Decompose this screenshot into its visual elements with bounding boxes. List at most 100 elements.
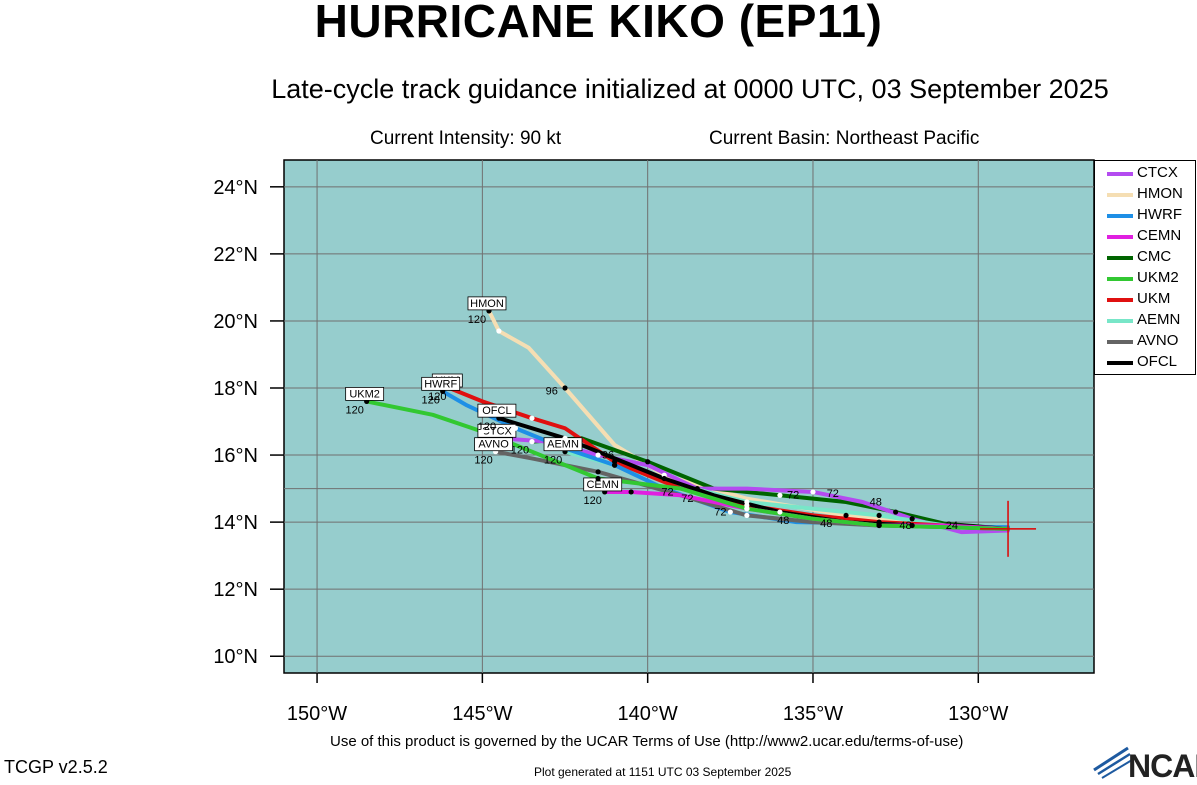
model-label-box (477, 403, 517, 418)
forecast-hour-label: 120 (474, 455, 492, 467)
legend-item-ukm: UKM (1101, 290, 1195, 310)
model-label: HWRF (424, 378, 457, 390)
forecast-hour-label: 120 (422, 394, 440, 406)
legend-item-cmc: CMC (1101, 248, 1195, 268)
lon-tick-label: 135°W (783, 703, 843, 725)
lat-tick-label: 18°N (213, 378, 258, 400)
model-label: HMON (470, 298, 504, 310)
current-basin: Current Basin: Northeast Pacific (709, 128, 980, 149)
legend-label: AEMN (1137, 311, 1181, 328)
legend-item-aemn: AEMN (1101, 311, 1195, 331)
forecast-hour-label: 48 (899, 520, 911, 532)
track-point (562, 435, 568, 441)
page-title: HURRICANE KIKO (EP11) (314, 0, 883, 47)
track-point (595, 475, 601, 482)
current-intensity: Current Intensity: 90 kt (370, 128, 562, 149)
track-point (876, 512, 882, 519)
forecast-hour-label: 96 (546, 386, 558, 398)
legend-label: CMC (1137, 248, 1172, 265)
legend-item-ofcl: OFCL (1101, 353, 1195, 373)
lat-tick-label: 14°N (213, 512, 258, 534)
legend-swatch (1107, 277, 1133, 281)
lat-tick-label: 20°N (213, 311, 258, 333)
forecast-hour-label: 72 (827, 488, 839, 500)
track-point (909, 516, 915, 522)
lon-tick-label: 150°W (287, 703, 347, 725)
track-point (843, 512, 849, 519)
lat-tick-label: 24°N (213, 177, 258, 199)
forecast-hour-label: 48 (870, 496, 882, 508)
track-point (529, 415, 535, 421)
legend-swatch (1107, 319, 1133, 323)
track-point (744, 512, 750, 519)
legend-swatch (1107, 361, 1133, 365)
lat-tick-label: 22°N (213, 244, 258, 266)
legend-item-ctcx: CTCX (1101, 164, 1195, 184)
legend-label: AVNO (1137, 332, 1179, 349)
track-point (562, 385, 568, 391)
terms-of-use: Use of this product is governed by the U… (330, 733, 964, 750)
legend-swatch (1107, 214, 1133, 218)
track-point (727, 509, 733, 515)
model-label: CEMN (586, 479, 618, 491)
legend-label: HWRF (1137, 206, 1182, 223)
legend-swatch (1107, 172, 1133, 176)
track-point (893, 509, 899, 515)
track-point (909, 522, 915, 529)
track-point (612, 462, 618, 468)
track-point (512, 425, 519, 431)
legend-item-ukm2: UKM2 (1101, 269, 1195, 289)
track-point (645, 459, 651, 465)
model-label-box (467, 296, 507, 311)
forecast-hour-label: 120 (428, 391, 446, 403)
forecast-hour-label: 120 (544, 455, 562, 467)
model-label-box (583, 477, 623, 492)
legend-swatch (1107, 256, 1133, 260)
lat-tick-label: 12°N (213, 579, 258, 601)
forecast-hour-label: 72 (661, 486, 673, 498)
legend-swatch (1107, 235, 1133, 239)
forecast-hour-label: 72 (681, 493, 693, 505)
page-subtitle: Late-cycle track guidance initialized at… (271, 74, 1109, 104)
track-point (777, 509, 783, 515)
track-point (595, 469, 601, 475)
forecast-hour-label: 120 (468, 314, 486, 326)
legend-item-avno: AVNO (1101, 332, 1195, 352)
forecast-hour-label: 48 (820, 518, 832, 530)
track-point (496, 328, 502, 334)
model-label: OFCL (482, 405, 511, 417)
forecast-hour-label: 48 (777, 515, 789, 527)
ncar-logo: NCAR (1092, 744, 1197, 784)
model-label: AVNO (478, 439, 509, 451)
model-label-box (421, 376, 461, 391)
legend-item-hwrf: HWRF (1101, 206, 1195, 226)
track-point (628, 489, 634, 495)
track-point (777, 492, 783, 498)
map-ocean (283, 159, 1095, 674)
legend-swatch (1107, 340, 1133, 344)
legend-label: HMON (1137, 185, 1183, 202)
forecast-hour-label: 120 (511, 445, 529, 457)
legend: CTCX HMON HWRF CEMN CMC UKM2 UKM AEMN AVNO OFCL (1094, 160, 1196, 375)
model-label-box (474, 437, 513, 452)
legend-label: CEMN (1137, 227, 1182, 244)
track-point (479, 428, 485, 435)
model-label: UKM2 (349, 388, 380, 400)
legend-item-hmon: HMON (1101, 185, 1195, 205)
model-label-box (345, 387, 385, 401)
track-point (694, 485, 700, 492)
track-point (876, 522, 882, 529)
model-label-box (477, 423, 517, 438)
forecast-hour-label: 96 (602, 449, 614, 461)
legend-label: UKM2 (1137, 269, 1179, 286)
forecast-hour-label: 120 (345, 404, 363, 416)
forecast-hour-label: 120 (584, 495, 602, 507)
legend-swatch (1107, 298, 1133, 302)
legend-label: UKM (1137, 290, 1171, 307)
lat-tick-label: 10°N (213, 646, 258, 668)
forecast-hour-label: 72 (714, 506, 726, 518)
track-point (744, 506, 750, 512)
version-label: TCGP v2.5.2 (4, 757, 108, 777)
lon-tick-label: 140°W (618, 703, 678, 725)
track-ukm2 (364, 399, 1011, 531)
